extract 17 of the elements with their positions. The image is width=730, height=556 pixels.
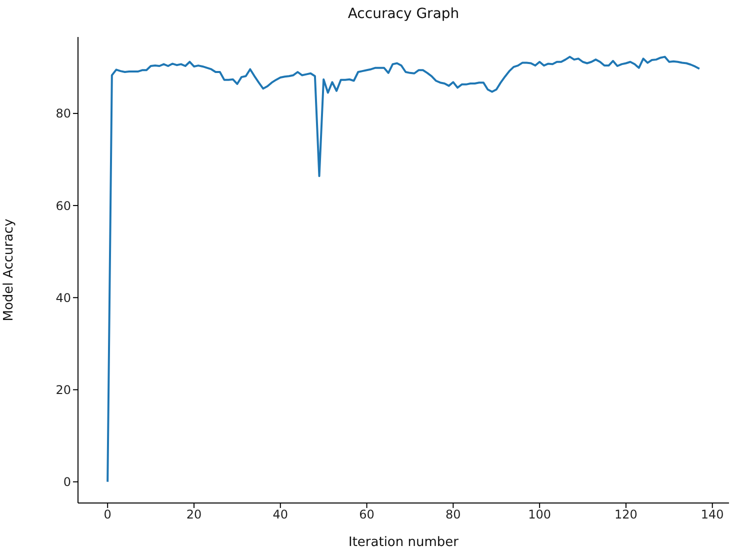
x-tick-label: 40 [272,508,288,522]
x-tick-label: 100 [528,508,552,522]
x-tick-label: 140 [700,508,724,522]
y-tick-label: 60 [56,198,71,213]
x-tick-label: 60 [359,508,374,522]
x-tick-label: 0 [104,508,112,522]
x-tick-label: 120 [614,508,638,522]
x-tick-label: 80 [446,508,461,522]
y-tick-label: 40 [56,290,71,305]
x-tick-label: 20 [186,508,202,522]
chart-title: Accuracy Graph [346,6,460,22]
y-tick-label: 0 [63,475,71,490]
x-axis-title: Iteration number [348,535,460,550]
y-tick-label: 20 [56,382,71,397]
line-series [106,56,700,483]
y-axis-title: Model Accuracy [2,218,17,322]
y-tick-label: 80 [56,106,71,121]
